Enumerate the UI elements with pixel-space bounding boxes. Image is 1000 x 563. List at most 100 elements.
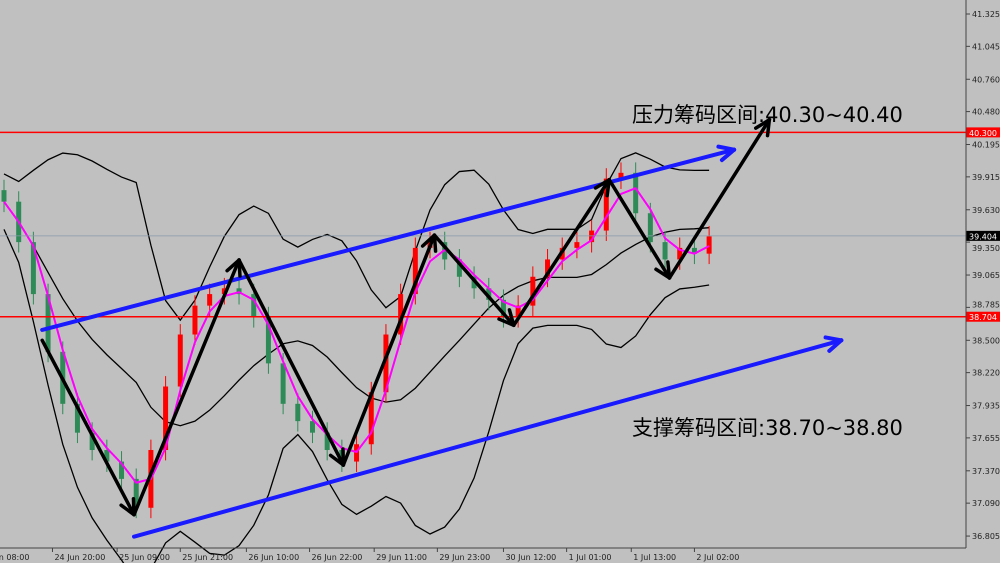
current-price-bg xyxy=(966,230,1000,241)
candle-body xyxy=(309,421,315,433)
y-tick-label: 36.805 xyxy=(972,532,1000,541)
arrowhead xyxy=(719,147,737,163)
candle-body xyxy=(677,247,683,260)
candle-body xyxy=(486,288,492,300)
level-label: 38.704 xyxy=(969,313,997,322)
x-tick-label: 26 Jun 22:00 xyxy=(312,553,363,562)
price-axis: 41.325 41.045 40.760 40.480 40.195 39.915 39.6… xyxy=(966,10,1000,541)
x-tick-label: 1 Jul 13:00 xyxy=(633,553,676,562)
candle-body xyxy=(500,299,506,318)
y-tick-label: 40.195 xyxy=(972,141,1000,150)
arrowhead xyxy=(754,117,772,130)
arrowhead xyxy=(507,308,516,328)
zigzag-arrow xyxy=(341,233,437,467)
candle-body xyxy=(368,392,374,445)
bb-lower xyxy=(3,229,710,563)
y-tick-label: 39.065 xyxy=(972,271,1000,280)
candle-body xyxy=(589,230,595,243)
y-tick-label: 40.480 xyxy=(972,108,1000,117)
arrowhead xyxy=(654,267,672,280)
x-tick-label: 29 Jun 11:00 xyxy=(376,553,427,562)
arrowhead xyxy=(328,453,346,467)
arrowhead xyxy=(716,144,737,152)
bollinger-bands xyxy=(3,152,710,563)
candle-body xyxy=(163,386,169,451)
candle-body xyxy=(280,363,286,404)
y-tick-label: 38.500 xyxy=(972,336,1000,345)
candle-body xyxy=(251,294,257,318)
x-tick-label: 25 Jun 09:00 xyxy=(119,553,170,562)
candle-body xyxy=(515,305,521,318)
candle-body xyxy=(574,242,580,248)
candle-body xyxy=(324,432,330,451)
arrowhead xyxy=(765,117,772,138)
arrowhead xyxy=(497,317,516,328)
zigzag-arrow xyxy=(607,177,672,280)
candle-body xyxy=(633,172,639,214)
zigzag-arrow xyxy=(132,258,241,517)
candle-body xyxy=(30,242,36,295)
candle-body xyxy=(89,432,95,451)
candle-body xyxy=(295,403,301,422)
candle-body xyxy=(530,276,536,306)
time-axis: Jun 08:00 24 Jun 20:00 25 Jun 09:00 25 Jun … xyxy=(0,548,739,562)
candle-body xyxy=(383,334,389,393)
zigzag-arrow xyxy=(432,233,516,328)
y-tick-label: 39.350 xyxy=(972,244,1000,253)
candle-body xyxy=(412,247,418,295)
arrowhead xyxy=(827,338,844,353)
y-tick-label: 37.655 xyxy=(972,434,1000,443)
resistance-annotation: 压力筹码区间:40.30~40.40 xyxy=(632,103,903,127)
candle-body xyxy=(545,259,551,277)
candle-body xyxy=(647,213,653,243)
x-tick-label: 26 Jun 10:00 xyxy=(248,553,299,562)
y-tick-label: 41.325 xyxy=(972,10,1000,19)
candle-body xyxy=(177,334,183,387)
candle-body xyxy=(104,450,110,462)
x-tick-label: Jun 08:00 xyxy=(0,553,29,562)
y-tick-label: 39.915 xyxy=(972,173,1000,182)
level-label-bg xyxy=(966,127,1000,138)
candle-body xyxy=(207,294,213,306)
candle-body xyxy=(74,403,80,433)
candle-body xyxy=(119,461,125,479)
candle-body xyxy=(45,294,51,352)
zigzag-arrow xyxy=(40,338,136,517)
support-annotation: 支撑筹码区间:38.70~38.80 xyxy=(632,416,903,440)
y-tick-label: 37.370 xyxy=(972,467,1000,476)
x-tick-label: 24 Jun 20:00 xyxy=(54,553,105,562)
trend-line xyxy=(132,338,844,539)
arrowhead xyxy=(225,258,241,273)
x-tick-label: 1 Jul 01:00 xyxy=(569,553,612,562)
ma-line xyxy=(3,186,710,484)
candle-body xyxy=(1,190,7,202)
candle-body xyxy=(192,305,198,335)
candle-body xyxy=(706,236,712,254)
bb-upper xyxy=(3,152,710,322)
y-tick-label: 39.630 xyxy=(972,206,1000,215)
zigzag-arrow xyxy=(667,117,772,280)
candle-body xyxy=(691,247,697,254)
candle-body xyxy=(618,172,624,179)
candle-body xyxy=(662,242,668,260)
arrowhead xyxy=(593,177,611,190)
x-tick-label: 29 Jun 23:00 xyxy=(439,553,490,562)
y-tick-label: 40.760 xyxy=(972,75,1000,84)
current-price-label: 39.404 xyxy=(969,232,997,241)
arrowhead xyxy=(420,233,437,248)
bb-middle xyxy=(3,201,710,427)
y-tick-label: 37.935 xyxy=(972,402,1000,411)
candle-body xyxy=(603,178,609,231)
level-label: 40.300 xyxy=(969,129,997,138)
moving-average xyxy=(3,186,710,484)
zigzag-arrow xyxy=(511,177,611,328)
candle-body xyxy=(398,294,404,335)
y-tick-label: 38.785 xyxy=(972,301,1000,310)
candle-body xyxy=(133,478,139,508)
arrowhead xyxy=(119,503,136,517)
y-tick-label: 37.090 xyxy=(972,499,1000,508)
trend-line xyxy=(40,147,737,332)
price-levels: 40.300 38.704 39.404 xyxy=(0,127,1000,322)
candle-body xyxy=(265,317,271,364)
